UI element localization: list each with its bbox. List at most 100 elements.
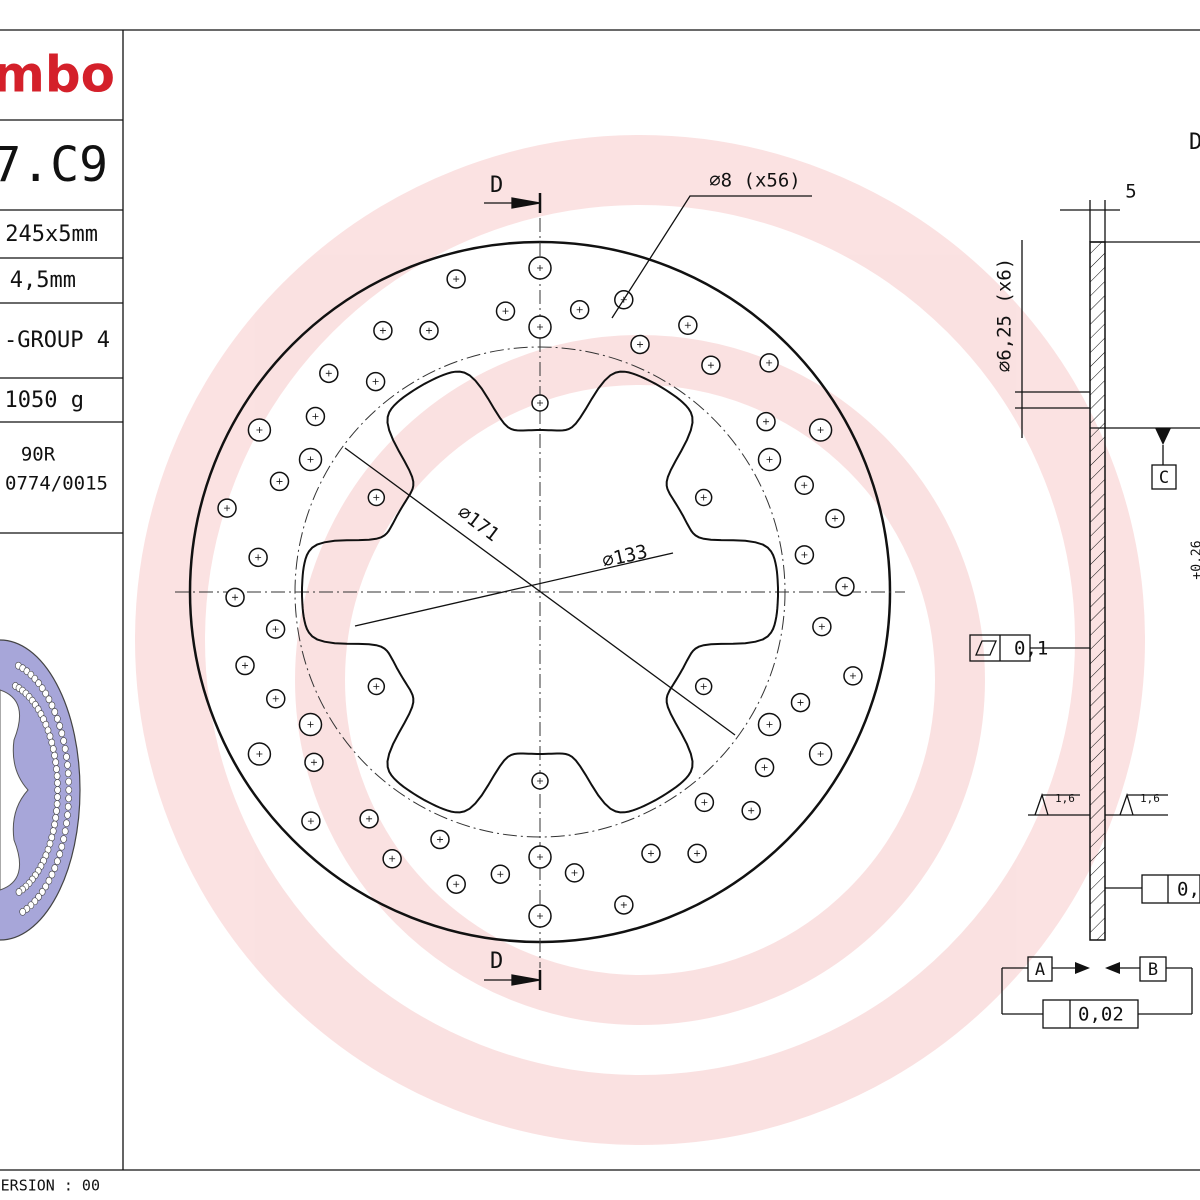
iso-hole <box>63 753 70 761</box>
iso-hole <box>64 769 72 778</box>
hole-center <box>700 683 707 690</box>
hole-callout: ⌀8 (x56) <box>709 170 801 192</box>
hole-center <box>310 759 317 766</box>
hole-center <box>841 583 848 590</box>
iso-hole <box>15 888 23 896</box>
hole-center <box>373 683 380 690</box>
iso-hole <box>63 819 70 827</box>
hole-center <box>817 751 824 757</box>
hole-center <box>312 413 319 420</box>
iso-hole <box>64 811 71 819</box>
hole-center <box>801 551 808 558</box>
hole-center <box>647 850 654 857</box>
hole-center <box>307 818 314 825</box>
roughness: 1,6 <box>1140 792 1160 805</box>
dimension: ⌀171 <box>453 501 503 546</box>
section-label: D <box>490 173 503 198</box>
iso-hole <box>51 864 59 872</box>
datum-label: C <box>1159 468 1169 488</box>
iso-hole <box>53 765 60 773</box>
hole-center <box>537 778 543 784</box>
hole-center <box>831 515 838 522</box>
section-label: D <box>1189 130 1200 155</box>
runout-value: 0, <box>1177 879 1200 901</box>
iso-hole <box>51 708 59 716</box>
hole-center <box>637 341 644 348</box>
size: 245x5mm <box>5 222 98 247</box>
iso-hole <box>54 793 61 801</box>
hole-center <box>797 699 804 706</box>
iso-hole <box>54 857 61 866</box>
parallelism-value: 0,02 <box>1078 1004 1124 1026</box>
hole-center <box>232 594 239 601</box>
iso-hole <box>51 751 58 760</box>
hole-center <box>684 322 691 329</box>
iso-hole <box>65 794 72 803</box>
hole-center <box>537 400 543 406</box>
iso-hole <box>54 779 61 787</box>
hole-center <box>818 623 825 630</box>
iso-hole <box>56 722 64 730</box>
dimension: 5 <box>1125 181 1136 203</box>
hole-center <box>849 672 856 679</box>
hole-center <box>256 427 263 433</box>
approval-number: 0774/0015 <box>5 473 108 495</box>
version: ERSION : 00 <box>1 1177 100 1195</box>
min-thickness: 4,5mm <box>10 268 76 293</box>
hole-center <box>766 721 773 728</box>
hole-center <box>272 626 279 633</box>
iso-hole <box>48 870 56 879</box>
iso-hole <box>51 820 58 829</box>
hole-center <box>763 418 770 425</box>
roughness: 1,6 <box>1055 792 1075 805</box>
hole-center <box>817 427 824 433</box>
iso-hole <box>48 738 56 747</box>
front-view <box>175 218 905 968</box>
hole-center <box>436 836 443 843</box>
hole-center <box>701 799 708 806</box>
hole-center <box>276 478 283 485</box>
dimension: ⌀6,25 (x6) <box>994 258 1016 372</box>
hole-center <box>366 815 373 822</box>
iso-hole <box>45 695 53 704</box>
center-cutout <box>301 370 779 814</box>
iso-hole <box>48 701 56 710</box>
disc-3d-view <box>0 639 81 941</box>
iso-hole <box>56 850 64 858</box>
iso-hole <box>52 758 59 767</box>
side-view <box>969 200 1200 1029</box>
dimension: ⌀133 <box>600 541 650 573</box>
iso-hole <box>54 714 61 723</box>
hole-center <box>694 850 701 857</box>
hole-center <box>426 327 433 334</box>
logo: mbo <box>0 46 115 104</box>
section-label: D <box>490 949 503 974</box>
hole-center <box>537 324 543 330</box>
hole-center <box>389 855 396 862</box>
iso-hole <box>65 786 73 794</box>
hole-center <box>379 327 386 334</box>
iso-hole <box>45 876 53 885</box>
iso-hole <box>53 800 61 808</box>
hole-center <box>256 751 263 757</box>
hole-center <box>576 306 583 313</box>
watermark <box>135 135 1145 1145</box>
hole-center <box>255 554 262 561</box>
iso-hole <box>60 737 67 745</box>
iso-hole <box>49 827 57 835</box>
part-code: 7.C9 <box>0 137 108 193</box>
iso-hole <box>53 807 60 815</box>
hole-center <box>766 456 773 463</box>
hole-center <box>748 807 755 814</box>
hole-center <box>707 362 714 369</box>
hole-center <box>620 901 627 908</box>
iso-hole <box>42 689 49 698</box>
hole-center <box>307 456 314 463</box>
hole-center <box>801 482 808 489</box>
iso-hole <box>49 745 57 753</box>
hole-center <box>502 308 509 315</box>
hole-center <box>224 505 231 512</box>
hole-center <box>766 359 773 366</box>
iso-hole <box>58 729 66 738</box>
iso-hole <box>38 684 46 692</box>
